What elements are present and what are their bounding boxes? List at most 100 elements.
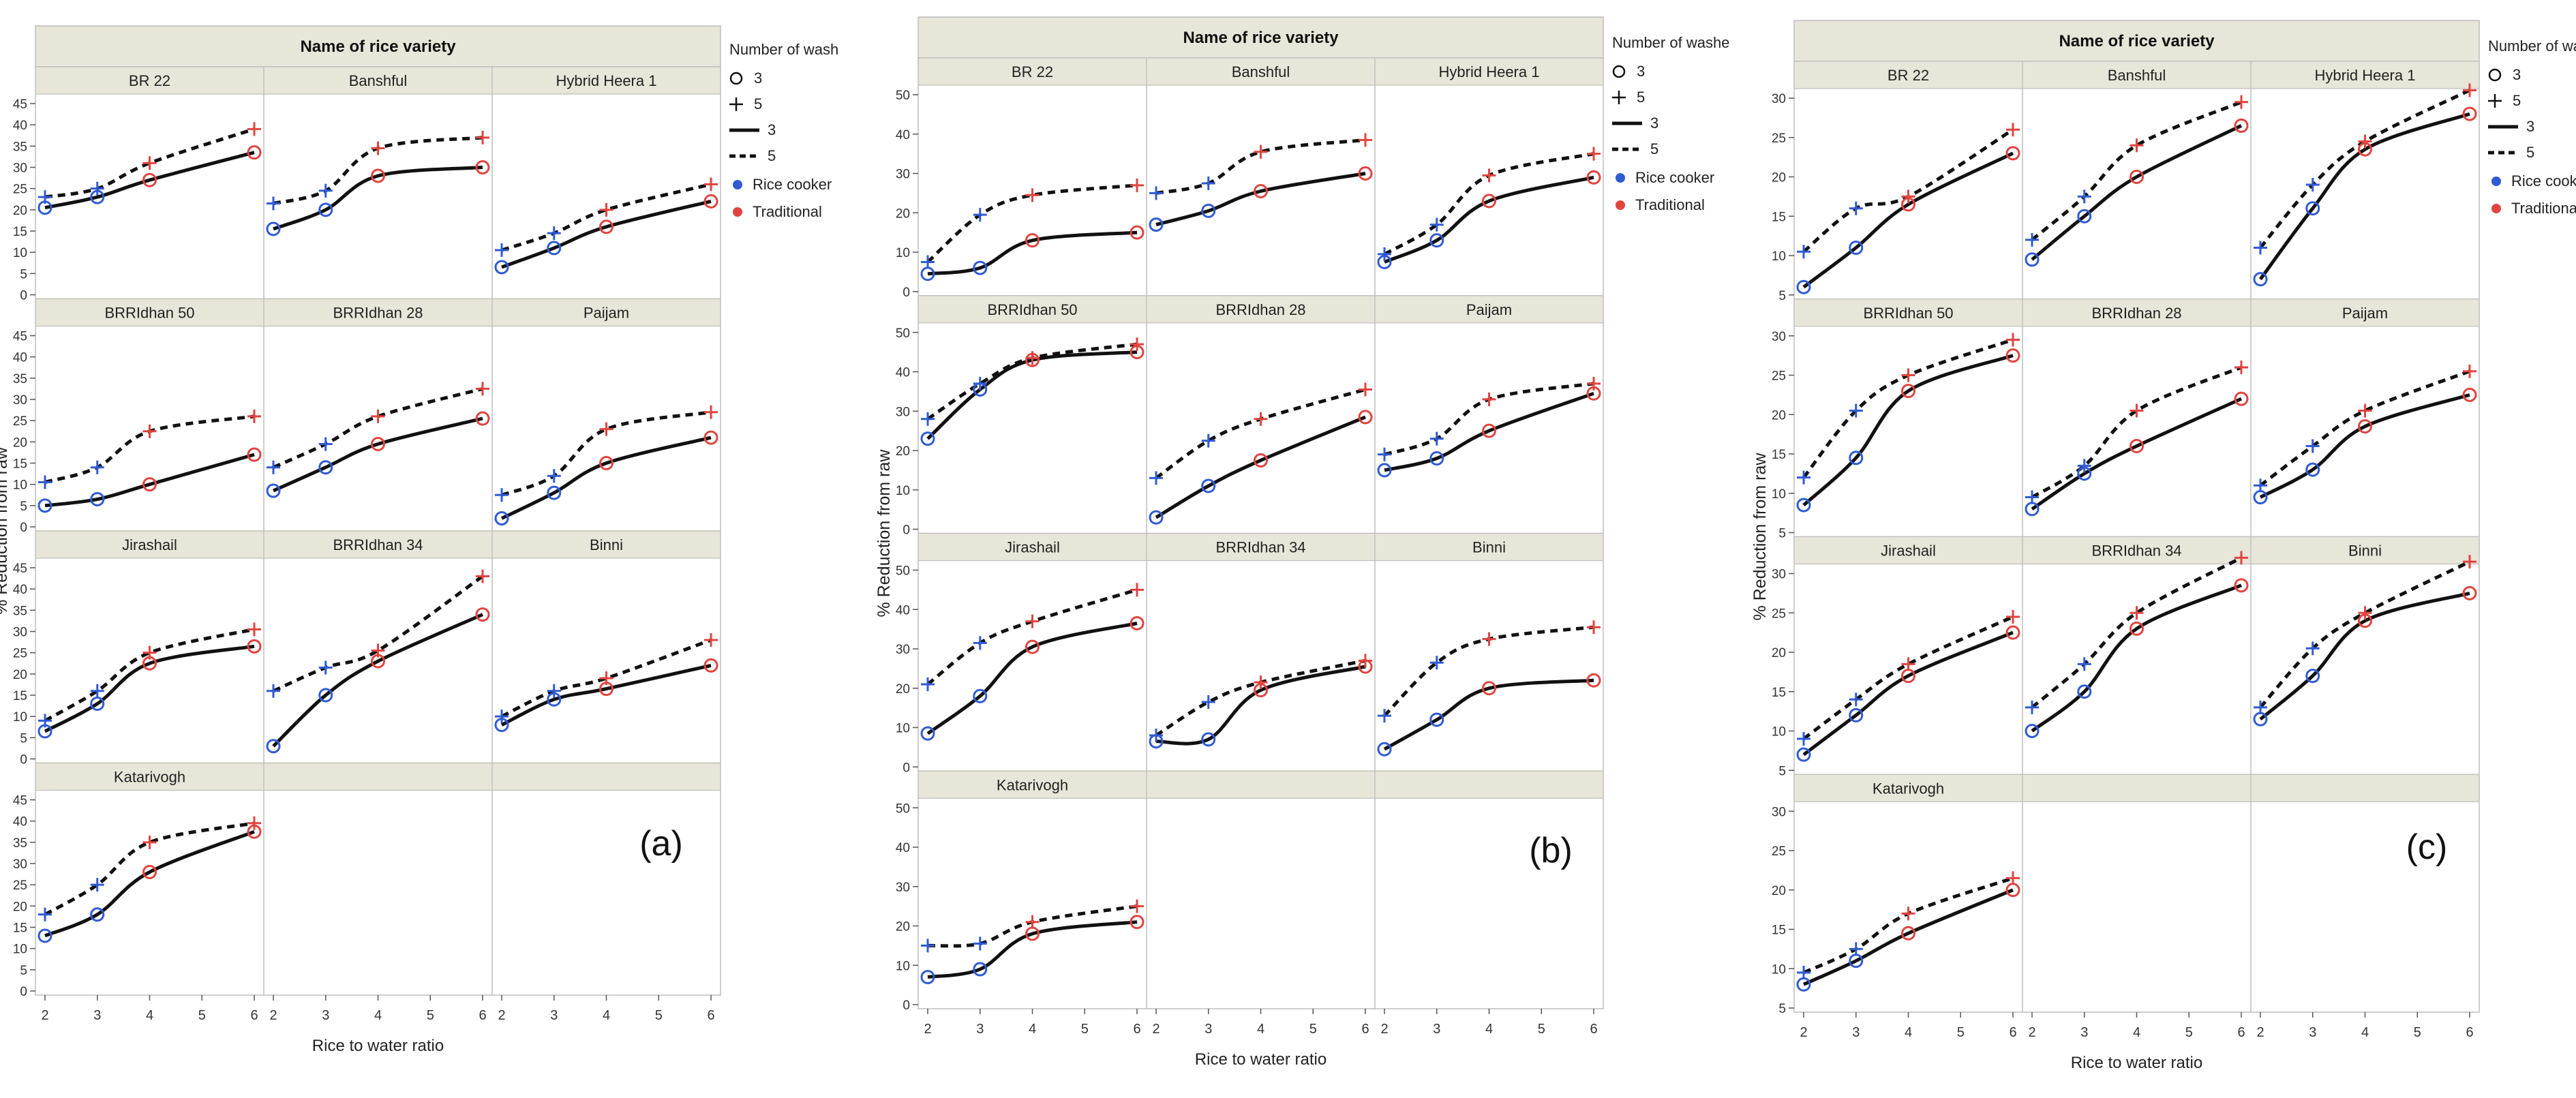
point-wash-5 bbox=[2463, 555, 2476, 569]
point-wash-3 bbox=[1377, 742, 1392, 757]
facet-strip bbox=[2250, 61, 2480, 89]
series-line-wash-3 bbox=[2258, 112, 2470, 281]
point-wash-5 bbox=[2006, 123, 2020, 137]
point-wash-3 bbox=[2358, 419, 2372, 434]
point-wash-3 bbox=[1025, 639, 1040, 654]
point-wash-5 bbox=[142, 424, 157, 438]
facet-strip bbox=[918, 57, 1147, 86]
series-line-wash-5 bbox=[2259, 369, 2470, 487]
point-wash-5 bbox=[267, 684, 280, 698]
point-wash-5 bbox=[1201, 695, 1215, 709]
series-line-wash-3 bbox=[926, 350, 1138, 440]
facet-title: Jirashail bbox=[122, 536, 177, 553]
facet-title: BRRIdhan 50 bbox=[1863, 305, 1953, 322]
facet-title: BR 22 bbox=[1012, 63, 1053, 80]
point-wash-3 bbox=[1201, 732, 1216, 747]
series-line-wash-5 bbox=[501, 182, 712, 252]
legend-label: 3 bbox=[2526, 118, 2534, 135]
point-wash-3 bbox=[266, 222, 281, 237]
point-wash-5 bbox=[921, 939, 935, 953]
point-wash-5 bbox=[921, 412, 935, 426]
point-wash-3 bbox=[475, 160, 490, 174]
facet-title: BRRIdhan 34 bbox=[2091, 543, 2181, 560]
legend-label: 5 bbox=[2526, 144, 2534, 161]
point-wash-3 bbox=[2305, 669, 2320, 684]
facet-title: Hybrid Heera 1 bbox=[1439, 63, 1540, 80]
y-tick-label: 15 bbox=[1772, 686, 1786, 700]
point-wash-5 bbox=[2254, 700, 2267, 714]
x-tick-label: 2 bbox=[1380, 1022, 1388, 1037]
y-tick-label: 10 bbox=[13, 246, 27, 260]
point-wash-3 bbox=[547, 241, 562, 256]
point-wash-3 bbox=[90, 491, 105, 506]
point-wash-3 bbox=[266, 739, 281, 754]
point-wash-5 bbox=[973, 636, 987, 650]
point-wash-3 bbox=[1849, 240, 1864, 255]
point-wash-5 bbox=[1901, 657, 1915, 671]
legend-color-dot bbox=[2491, 204, 2501, 213]
series-line-wash-5 bbox=[44, 127, 255, 199]
chart-group: Name of rice variety % Reduction from raw… bbox=[0, 25, 838, 1055]
point-wash-3 bbox=[2130, 438, 2144, 453]
point-wash-3 bbox=[475, 411, 490, 426]
facet-strip bbox=[2022, 536, 2252, 565]
series-line-wash-3 bbox=[272, 613, 484, 748]
x-tick-label: 2 bbox=[1800, 1025, 1807, 1040]
legend-marker-plus bbox=[2488, 94, 2502, 108]
point-wash-5 bbox=[2077, 657, 2091, 671]
x-tick-label: 2 bbox=[498, 1008, 505, 1023]
y-tick-label: 50 bbox=[896, 326, 910, 341]
point-wash-5 bbox=[142, 835, 157, 849]
legend-marker-plus bbox=[729, 97, 743, 111]
y-tick-label: 20 bbox=[1772, 171, 1786, 185]
series-line-wash-5 bbox=[926, 183, 1138, 264]
y-axis-label: % Reduction from raw bbox=[0, 446, 11, 615]
point-wash-5 bbox=[1849, 403, 1863, 418]
point-wash-5 bbox=[1130, 178, 1144, 192]
legend-title: Number of washe bbox=[1612, 34, 1729, 51]
panel-letter: (c) bbox=[2406, 827, 2448, 867]
legend-title: Number of wash bbox=[729, 41, 838, 58]
facet-strip bbox=[918, 295, 1147, 324]
point-wash-5 bbox=[476, 130, 489, 144]
point-wash-5 bbox=[371, 409, 385, 423]
series-line-wash-3 bbox=[2259, 591, 2470, 721]
point-wash-5 bbox=[2130, 403, 2144, 418]
facet-strip bbox=[2250, 774, 2480, 802]
y-tick-label: 20 bbox=[13, 436, 27, 450]
facet-strip bbox=[35, 66, 264, 95]
point-wash-5 bbox=[1149, 471, 1163, 485]
point-wash-3 bbox=[2234, 578, 2249, 593]
x-tick-label: 6 bbox=[1133, 1022, 1140, 1037]
point-wash-3 bbox=[1358, 166, 1373, 181]
y-tick-label: 15 bbox=[1772, 210, 1786, 224]
legend-marker-circle bbox=[729, 72, 743, 85]
x-tick-label: 3 bbox=[1433, 1022, 1440, 1037]
series-line-wash-5 bbox=[501, 410, 712, 497]
x-tick-label: 5 bbox=[1538, 1022, 1545, 1037]
y-tick-label: 20 bbox=[896, 920, 910, 934]
facet-strip bbox=[2022, 299, 2252, 327]
x-tick-label: 3 bbox=[2080, 1025, 2088, 1040]
point-wash-5 bbox=[2254, 478, 2267, 493]
legend-label: Traditional bbox=[753, 203, 822, 220]
x-tick-label: 3 bbox=[2309, 1025, 2316, 1040]
series-line-wash-3 bbox=[927, 230, 1138, 276]
y-tick-label: 15 bbox=[13, 225, 27, 239]
series-line-wash-5 bbox=[272, 386, 483, 469]
point-wash-3 bbox=[547, 485, 562, 500]
facet-title: Binni bbox=[590, 536, 623, 553]
x-tick-label: 5 bbox=[1309, 1022, 1317, 1037]
point-wash-5 bbox=[1025, 915, 1040, 929]
facet-strip bbox=[2250, 536, 2480, 565]
point-wash-3 bbox=[1849, 451, 1864, 466]
point-wash-3 bbox=[703, 658, 718, 673]
series-line-wash-3 bbox=[1155, 415, 1366, 519]
point-wash-5 bbox=[1025, 188, 1040, 202]
y-tick-label: 30 bbox=[896, 168, 910, 182]
facet-title: BRRIdhan 28 bbox=[333, 305, 423, 322]
facet-strip bbox=[1374, 532, 1604, 562]
point-wash-3 bbox=[1358, 410, 1373, 425]
legend-color-dot bbox=[733, 207, 742, 217]
point-wash-5 bbox=[1359, 382, 1372, 397]
